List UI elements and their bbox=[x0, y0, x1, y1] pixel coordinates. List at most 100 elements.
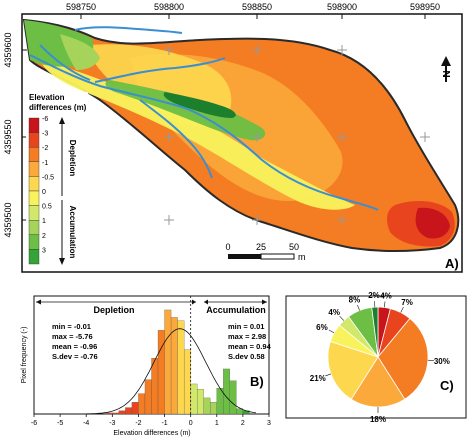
pie-panel: 4%7%30%18%21%6%4%8% 2% C) bbox=[285, 291, 467, 424]
accumulation-range-arrow-head bbox=[262, 299, 267, 305]
histogram-x-label: Elevation differences (m) bbox=[113, 430, 190, 437]
pie-slice-label: 18% bbox=[370, 415, 386, 424]
stream-network bbox=[29, 26, 379, 211]
map-x-tick-4: 598900 bbox=[327, 2, 357, 12]
map-grid-crosses bbox=[164, 45, 430, 225]
accumulation-stat-mean: mean = 0.94 bbox=[228, 342, 272, 351]
pie-leader-line bbox=[328, 329, 335, 334]
histogram-bar bbox=[210, 402, 217, 415]
histogram-bar bbox=[183, 349, 191, 415]
histogram-bar bbox=[131, 402, 139, 415]
histogram-x-tick-label: -2 bbox=[135, 420, 141, 427]
histogram-bar bbox=[197, 389, 204, 415]
scale-label-0: 0 bbox=[225, 242, 230, 252]
map-legend: Elevation differences (m) -6 -3 -2 -1 -0.5 0 0… bbox=[26, 92, 88, 268]
depletion-range-arrow-head bbox=[36, 299, 41, 305]
legend-swatch bbox=[28, 234, 40, 250]
histogram-x-tick-label: -6 bbox=[31, 420, 37, 427]
legend-swatch bbox=[28, 146, 40, 162]
legend-tick-label: -1 bbox=[42, 160, 48, 167]
legend-tick-label: 0 bbox=[42, 189, 46, 196]
histogram-bars bbox=[105, 309, 250, 415]
legend-swatch bbox=[28, 161, 40, 177]
pie-slice-label: 21% bbox=[310, 374, 326, 383]
depletion-header-bg bbox=[88, 304, 140, 316]
histogram-x-tick-label: -1 bbox=[161, 420, 167, 427]
map-zone-green bbox=[105, 80, 266, 141]
depletion-stat-sdev: S.dev = -0.76 bbox=[52, 352, 98, 361]
map-zone-light-yellow bbox=[40, 60, 355, 210]
map-x-tick-2: 598800 bbox=[154, 2, 184, 12]
legend-tick-label: 3 bbox=[42, 247, 46, 254]
pie-slice-label: 4% bbox=[328, 308, 340, 317]
map-zone-dark-green bbox=[163, 92, 236, 118]
legend-title-line2: differences (m) bbox=[29, 103, 87, 112]
accumulation-stat-sdev: S.dev 0.58 bbox=[228, 352, 265, 361]
stream-tributary-middle bbox=[94, 57, 226, 83]
scale-label-25: 25 bbox=[256, 242, 266, 252]
legend-swatches: -6 -3 -2 -1 -0.5 0 0.5 1 2 3 bbox=[28, 116, 54, 265]
north-arrow-icon: N bbox=[441, 56, 453, 82]
panel-label-b: B) bbox=[250, 374, 264, 389]
depletion-range-arrow-tail bbox=[192, 299, 196, 305]
histogram-panel: -6 -5 -4 -3 -2 -1 0 1 2 3 Depletion Accumulation … bbox=[21, 295, 272, 437]
histogram-bar bbox=[118, 410, 126, 415]
pie-leader-line bbox=[400, 306, 404, 313]
pie-slice bbox=[377, 317, 429, 400]
depletion-stats: min = -0.01 max = -5.76 mean = -0.96 S.d… bbox=[52, 322, 98, 361]
scale-unit: m bbox=[298, 252, 306, 262]
map-zone-dark-red bbox=[415, 207, 450, 239]
map-zone-head-light-green bbox=[60, 34, 100, 70]
histogram-bar bbox=[229, 380, 237, 415]
legend-swatch bbox=[28, 117, 40, 133]
map-x-tick-3: 598850 bbox=[242, 2, 272, 12]
north-label: N bbox=[442, 70, 453, 77]
map-x-ticks bbox=[80, 14, 426, 19]
histogram-x-tick-label: 1 bbox=[215, 420, 219, 427]
histogram-bar bbox=[112, 412, 120, 415]
histogram-bar bbox=[223, 368, 230, 415]
main-stream bbox=[29, 54, 379, 211]
histogram-bar bbox=[138, 393, 146, 415]
histogram-x-tick-label: 2 bbox=[241, 420, 245, 427]
histogram-x-tick-label: 3 bbox=[267, 420, 271, 427]
histogram-accumulation-header: Accumulation bbox=[206, 305, 266, 315]
histogram-bar bbox=[177, 320, 185, 415]
accumulation-stat-max: max = 2.98 bbox=[228, 332, 266, 341]
legend-tick-label: -0.5 bbox=[42, 174, 54, 181]
legend-tick-label: 1 bbox=[42, 218, 46, 225]
pie-slice-label: 7% bbox=[401, 298, 413, 307]
normal-fit-curve bbox=[86, 328, 256, 415]
map-y-tick-2: 4359550 bbox=[3, 119, 13, 154]
accumulation-stat-min: min = 0.01 bbox=[228, 322, 264, 331]
scale-label-50: 50 bbox=[289, 242, 299, 252]
histogram-x-tick-label: -3 bbox=[109, 420, 115, 427]
map-y-tick-1: 4359600 bbox=[3, 32, 13, 67]
legend-title-line1: Elevation bbox=[29, 93, 65, 102]
histogram-x-tick-label: 0 bbox=[189, 420, 193, 427]
legend-swatch bbox=[28, 219, 40, 235]
map-panel: 598750 598800 598850 598900 598950 43596… bbox=[3, 2, 463, 273]
histogram-bar bbox=[164, 309, 172, 415]
depletion-stat-max: max = -5.76 bbox=[52, 332, 93, 341]
histogram-x-tick-label: -5 bbox=[57, 420, 63, 427]
pie-slice bbox=[327, 341, 379, 400]
accumulation-arrow-head bbox=[59, 258, 65, 265]
panel-label-c: C) bbox=[440, 378, 454, 393]
legend-tick-label: 2 bbox=[42, 233, 46, 240]
pie-labels: 4%7%30%18%21%6%4%8% 2% bbox=[310, 291, 450, 424]
legend-depletion-label: Depletion bbox=[68, 140, 77, 177]
accumulation-range-arrow-tail bbox=[204, 299, 208, 305]
histogram-bar bbox=[190, 383, 198, 415]
depletion-stat-mean: mean = -0.96 bbox=[52, 342, 97, 351]
histogram-y-label: Pixel frequency (-) bbox=[21, 327, 28, 384]
histogram-bar bbox=[125, 407, 133, 415]
legend-accumulation-label: Accumulation bbox=[68, 206, 77, 259]
depletion-stat-min: min = -0.01 bbox=[52, 322, 91, 331]
pie-slice-label: 8% bbox=[349, 295, 361, 304]
pie-leader-line bbox=[357, 304, 360, 311]
depletion-arrow-head bbox=[59, 117, 65, 124]
pie-slice-label: 2% bbox=[368, 291, 380, 300]
map-x-tick-5: 598950 bbox=[410, 2, 440, 12]
